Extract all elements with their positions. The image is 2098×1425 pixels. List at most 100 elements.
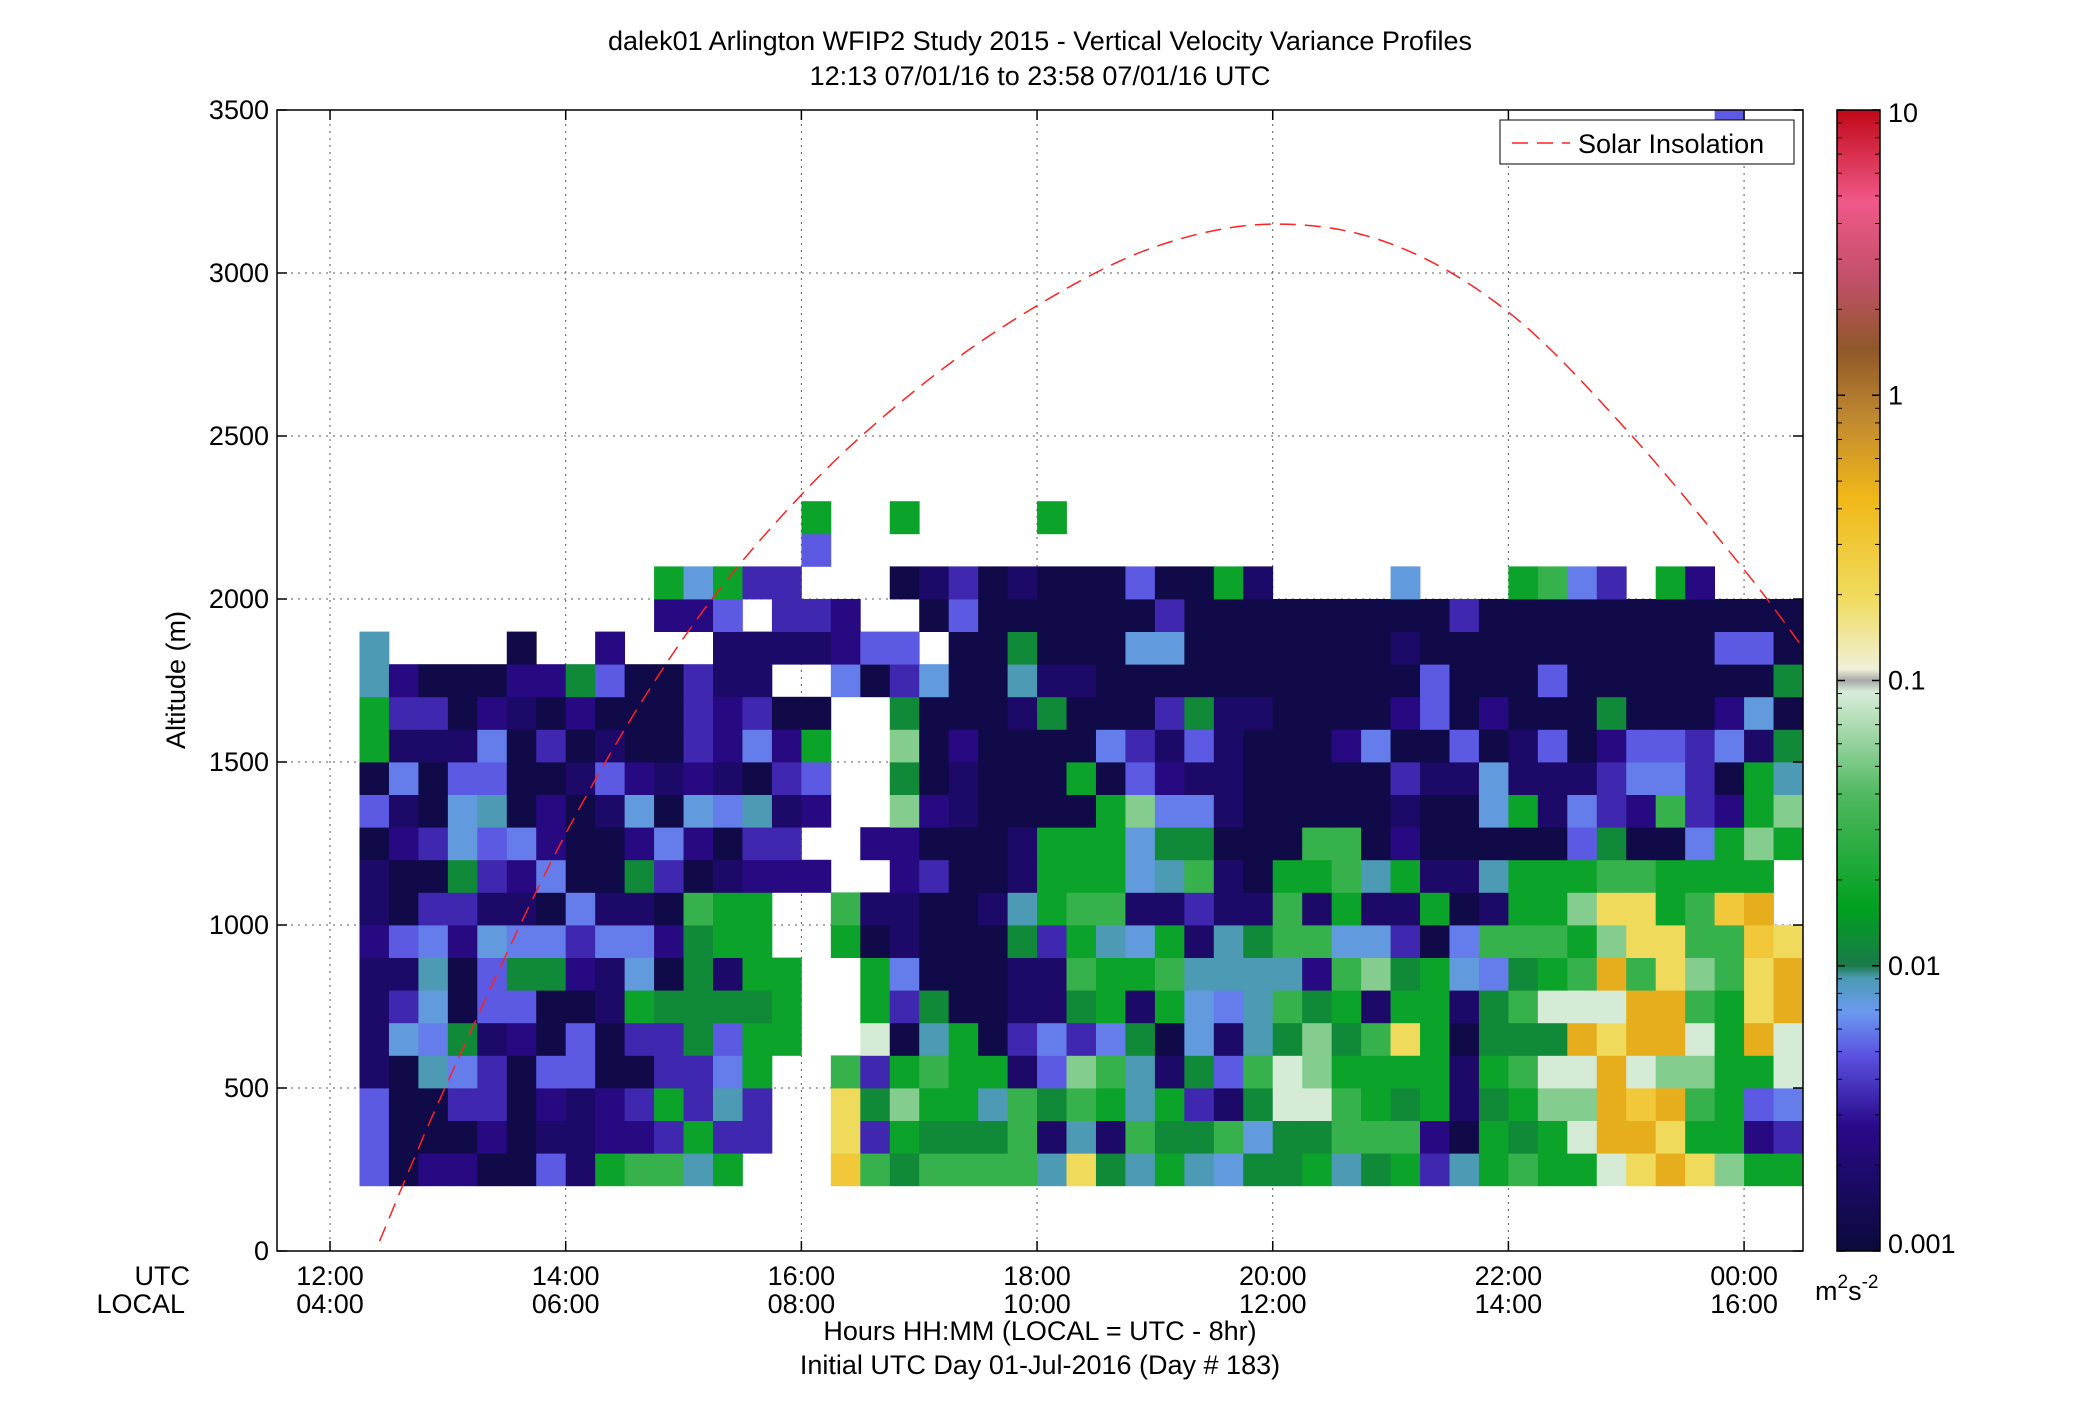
heatmap-cell [1714, 1120, 1745, 1154]
heatmap-cell [1449, 1022, 1480, 1056]
heatmap-cell [1655, 729, 1686, 763]
heatmap-cell [654, 566, 684, 600]
heatmap-cell [654, 696, 684, 730]
heatmap-cell [506, 925, 537, 958]
heatmap-cell [1125, 599, 1156, 632]
heatmap-cell [506, 892, 537, 926]
heatmap-cell [1184, 859, 1215, 893]
heatmap-cell [1213, 696, 1244, 730]
heatmap-cell [359, 631, 390, 665]
heatmap-cell [418, 729, 449, 763]
heatmap-cell [595, 696, 626, 730]
heatmap-cell [536, 1120, 567, 1154]
heatmap-cell [771, 827, 802, 861]
heatmap-cell [1037, 729, 1067, 763]
heatmap-cell [919, 957, 950, 991]
heatmap-cell [1744, 1153, 1774, 1187]
heatmap-cell [1154, 1120, 1185, 1154]
heatmap-cell [1449, 794, 1480, 828]
heatmap-cell [1243, 762, 1274, 795]
heatmap-cell [388, 892, 419, 926]
heatmap-cell [830, 1153, 861, 1187]
heatmap-cell [1655, 631, 1686, 665]
heatmap-cell [388, 990, 419, 1024]
heatmap-cell [1626, 631, 1657, 665]
heatmap-cell [1420, 599, 1450, 632]
heatmap-cell [388, 859, 419, 893]
heatmap-cell [477, 827, 508, 861]
heatmap-cell [713, 664, 743, 698]
heatmap-cell [359, 1088, 390, 1121]
heatmap-cell [1066, 762, 1097, 795]
heatmap-cell [654, 762, 684, 795]
heatmap-cell [978, 925, 1008, 958]
heatmap-cell [1803, 599, 1833, 632]
heatmap-cell [359, 1022, 390, 1056]
heatmap-cell [1685, 1153, 1716, 1187]
heatmap-cell [1066, 631, 1097, 665]
heatmap-cell [1037, 925, 1067, 958]
heatmap-cell [477, 1120, 508, 1154]
heatmap-cell [359, 1153, 390, 1187]
heatmap-cell [536, 1153, 567, 1187]
heatmap-cell [1066, 957, 1097, 991]
heatmap-cell [1655, 664, 1686, 698]
heatmap-cell [889, 827, 920, 861]
heatmap-cell [830, 599, 861, 632]
heatmap-cell [477, 794, 508, 828]
heatmap-cell [595, 859, 626, 893]
heatmap-cell [1007, 827, 1038, 861]
heatmap-cell [447, 990, 478, 1024]
heatmap-cell [1007, 696, 1038, 730]
heatmap-cell [388, 1120, 419, 1154]
heatmap-cell [1184, 664, 1215, 698]
heatmap-cell [1420, 794, 1450, 828]
heatmap-cell [1537, 566, 1568, 600]
heatmap-cell [1685, 664, 1716, 698]
heatmap-cell [713, 859, 743, 893]
heatmap-cell [654, 925, 684, 958]
heatmap-cell [1037, 631, 1067, 665]
heatmap-cell [1567, 599, 1598, 632]
heatmap-cell [742, 1120, 773, 1154]
heatmap-cell [1773, 762, 1803, 795]
heatmap-cell [1508, 566, 1539, 600]
heatmap-cell [1390, 696, 1421, 730]
heatmap-cell [1243, 566, 1274, 600]
heatmap-cell [1125, 925, 1156, 958]
heatmap-cell [1537, 1022, 1568, 1056]
heatmap-cell [1714, 631, 1745, 665]
heatmap-cell [683, 696, 714, 730]
heatmap-cell [654, 827, 684, 861]
heatmap-cell [742, 1055, 773, 1089]
heatmap-cell [1508, 892, 1539, 926]
heatmap-cell [1066, 827, 1097, 861]
heatmap-cell [801, 631, 832, 665]
heatmap-cell [1272, 892, 1303, 926]
heatmap-cell [1331, 729, 1362, 763]
x-tick-label-local: 16:00 [1710, 1289, 1778, 1319]
heatmap-cell [565, 729, 596, 763]
heatmap-cell [1626, 599, 1657, 632]
heatmap-cell [713, 599, 743, 632]
heatmap-cell [565, 892, 596, 926]
heatmap-cell [683, 1153, 714, 1187]
heatmap-cell [388, 729, 419, 763]
heatmap-cell [1714, 859, 1745, 893]
heatmap-cell [1272, 827, 1303, 861]
heatmap-cell [1213, 925, 1244, 958]
heatmap-cell [1420, 1055, 1450, 1089]
heatmap-cell [1655, 1120, 1686, 1154]
heatmap-cell [1331, 794, 1362, 828]
heatmap-cell [1596, 762, 1627, 795]
heatmap-cell [1095, 1153, 1126, 1187]
legend-box [1499, 119, 1795, 165]
heatmap-cell [1272, 664, 1303, 698]
heatmap-cell [1803, 958, 1833, 991]
heatmap-cell [359, 664, 390, 698]
heatmap-cell [1302, 762, 1333, 795]
heatmap-cell [1331, 664, 1362, 698]
heatmap-cell [595, 664, 626, 698]
heatmap-cell [713, 990, 743, 1024]
heatmap-cell [1154, 1022, 1185, 1056]
